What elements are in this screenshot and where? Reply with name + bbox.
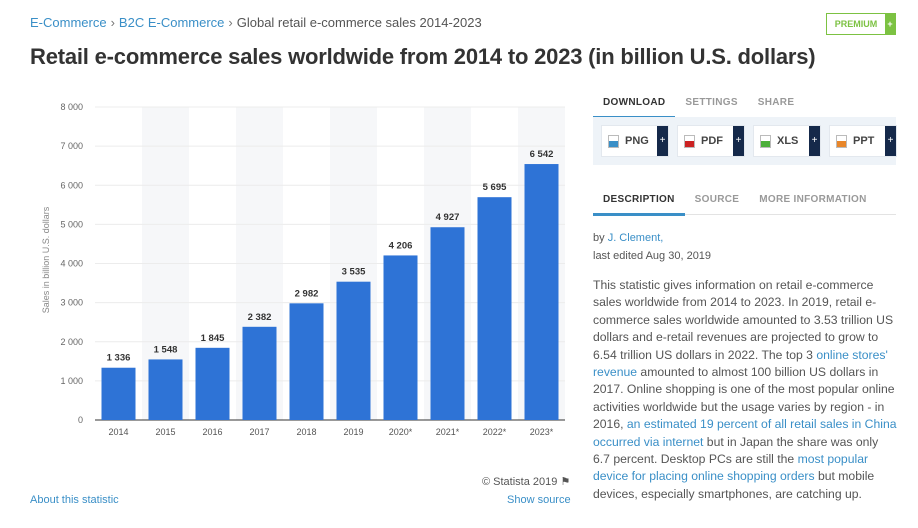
data-label: 1 336 (107, 353, 131, 364)
data-label: 2 382 (248, 312, 272, 323)
premium-label: PREMIUM (834, 19, 878, 29)
x-tick-label: 2019 (343, 427, 363, 437)
tab-download[interactable]: DOWNLOAD (593, 97, 676, 119)
copyright-text: © Statista 2019 (482, 476, 558, 488)
plus-icon[interactable]: + (657, 126, 668, 156)
download-bar: PNG + PDF + XLS + PPT + (593, 117, 897, 165)
breadcrumb: E-Commerce › B2C E-Commerce › Global retail … (30, 15, 482, 30)
y-tick-label: 5 000 (60, 219, 83, 229)
tab-share[interactable]: SHARE (757, 97, 795, 108)
y-tick-label: 2 000 (60, 337, 83, 347)
tab-more-information[interactable]: MORE INFORMATION (759, 194, 867, 205)
x-tick-label: 2021* (436, 427, 460, 437)
download-tabs: DOWNLOAD SETTINGS SHARE (593, 97, 896, 119)
bar (524, 164, 559, 420)
pdf-file-icon (684, 134, 695, 148)
format-label: PPT (853, 135, 875, 147)
description-segment: but mobile devices, especially smartphon… (593, 469, 875, 501)
bar (242, 326, 277, 420)
x-tick-label: 2016 (202, 427, 222, 437)
data-label: 1 845 (201, 333, 225, 344)
download-label: PPT (830, 126, 885, 156)
flag-icon[interactable]: ⚑ (560, 476, 571, 488)
about-statistic-link[interactable]: About this statistic (30, 494, 119, 506)
plus-icon[interactable]: + (733, 126, 744, 156)
y-tick-label: 7 000 (60, 141, 83, 151)
bar (430, 227, 465, 420)
breadcrumb-item[interactable]: B2C E-Commerce (118, 15, 225, 30)
download-ppt-button[interactable]: PPT + (829, 125, 897, 157)
premium-button[interactable]: PREMIUM + (826, 13, 896, 35)
author-link[interactable]: J. Clement, (607, 232, 664, 244)
y-tick-label: 8 000 (60, 102, 83, 112)
description-text: This statistic gives information on reta… (593, 277, 898, 503)
bar (383, 255, 418, 420)
description-segment: but in Japan the share was only 6.7 perc… (593, 434, 879, 467)
bar (195, 347, 230, 420)
description-segment: This statistic gives information on reta… (593, 278, 894, 362)
show-source-link[interactable]: Show source (507, 494, 571, 506)
y-tick-label: 4 000 (60, 259, 83, 269)
bar-chart: 0 1 000 2 000 3 000 4 000 5 000 6 000 7 000 8 00… (60, 102, 565, 437)
xls-file-icon (760, 134, 771, 148)
format-label: XLS (777, 135, 799, 147)
download-xls-button[interactable]: XLS + (753, 125, 821, 157)
bar (336, 281, 371, 420)
description-link[interactable]: online stores' revenue (593, 347, 888, 380)
bar (477, 197, 512, 420)
breadcrumb-item[interactable]: E-Commerce (30, 15, 107, 30)
data-label: 3 535 (342, 267, 366, 278)
bar (101, 367, 136, 420)
x-tick-label: 2015 (155, 427, 175, 437)
description-link[interactable]: most popular device for placing online s… (593, 452, 869, 484)
x-tick-label: 2014 (108, 427, 128, 437)
format-label: PNG (625, 135, 649, 147)
tab-source[interactable]: SOURCE (694, 194, 740, 205)
breadcrumb-separator: › (110, 15, 115, 30)
image-file-icon (608, 134, 619, 148)
byline-prefix: by (593, 232, 608, 244)
data-label: 4 206 (389, 240, 413, 251)
download-png-button[interactable]: PNG + (601, 125, 669, 157)
download-label: PDF (678, 126, 733, 156)
x-tick-label: 2022* (483, 427, 507, 437)
y-tick-label: 6 000 (60, 180, 83, 190)
tab-settings[interactable]: SETTINGS (685, 97, 738, 108)
y-axis-label: Sales in billion U.S. dollars (41, 206, 51, 314)
copyright: © Statista 2019 ⚑ (482, 475, 570, 488)
x-tick-label: 2023* (530, 427, 554, 437)
bar (289, 303, 324, 420)
data-label: 4 927 (436, 212, 460, 223)
y-tick-label: 1 000 (60, 376, 83, 386)
byline: by J. Clement, last edited Aug 30, 2019 (593, 229, 711, 265)
x-tick-label: 2018 (296, 427, 316, 437)
y-tick-label: 0 (78, 415, 83, 425)
bar (148, 359, 183, 420)
page-title: Retail e-commerce sales worldwide from 2… (30, 44, 816, 69)
last-edited: last edited Aug 30, 2019 (593, 250, 712, 262)
tab-description[interactable]: DESCRIPTION (593, 194, 685, 216)
download-label: XLS (754, 126, 809, 156)
plus-icon[interactable]: + (885, 126, 896, 156)
description-segment: amounted to almost 100 billion US dollar… (593, 365, 895, 432)
x-tick-label: 2017 (249, 427, 269, 437)
plus-icon[interactable]: + (809, 126, 820, 156)
description-link[interactable]: an estimated 19 percent of all retail sa… (593, 417, 897, 449)
download-pdf-button[interactable]: PDF + (677, 125, 745, 157)
info-tabs: DESCRIPTION SOURCE MORE INFORMATION (593, 194, 896, 216)
data-label: 6 542 (530, 149, 554, 160)
format-label: PDF (701, 135, 723, 147)
x-tick-label: 2020* (389, 427, 413, 437)
breadcrumb-item: Global retail e-commerce sales 2014-2023 (236, 15, 482, 30)
download-label: PNG (602, 126, 657, 156)
data-label: 5 695 (483, 182, 507, 193)
breadcrumb-separator: › (228, 15, 233, 30)
data-label: 1 548 (154, 344, 178, 355)
y-tick-label: 3 000 (60, 298, 83, 308)
ppt-file-icon (836, 134, 847, 148)
plus-icon: + (885, 14, 895, 34)
data-label: 2 982 (295, 288, 319, 299)
